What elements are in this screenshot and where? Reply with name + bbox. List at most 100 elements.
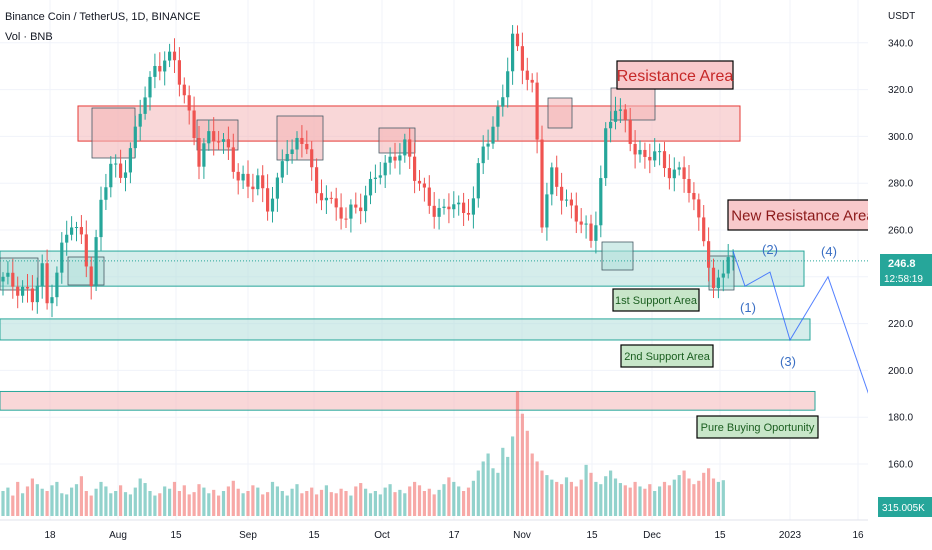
volume-bar [74,484,79,516]
candle-body [589,223,593,241]
volume-bar [545,475,549,516]
candle-body [280,161,284,178]
volume-bar [721,480,725,516]
volume-bar [16,481,20,516]
volume-bar [187,494,191,516]
candle-body [731,256,735,258]
pattern-box [610,87,656,121]
volume-bar [466,487,471,516]
candle-body [35,285,39,303]
candle-body [133,126,137,149]
time-tick: Oct [374,530,390,541]
candle-body [187,95,191,111]
volume-bar [496,472,500,516]
volume-bar [452,481,456,516]
candle-body [599,178,603,226]
price-tick: 220.0 [888,319,913,330]
volume-bar [109,493,113,516]
candle-body [21,286,25,296]
price-axis[interactable]: USDT340.0320.0300.0280.0260.0240.0220.02… [868,0,932,550]
volume-bar [530,453,534,516]
candle-body [79,227,83,235]
volume-bar [403,493,407,516]
volume-bar [471,480,475,516]
volume-bar [579,479,583,516]
volume-bar [564,477,569,516]
wave-label-4: (4) [821,244,837,259]
candle-body [329,197,333,199]
candle-body [40,263,44,286]
candle-body [545,194,549,228]
volume-bar [599,484,603,516]
volume-bar [35,484,39,516]
candle-body [30,288,34,303]
candle-body [466,212,471,215]
wave-label-2: (2) [762,242,778,257]
volume-bar [45,491,49,516]
volume-bar [623,485,627,516]
volume-value: 315.005K [882,503,925,514]
candle-body [172,51,177,61]
volume-bar [285,495,289,516]
volume-bar [569,481,573,516]
candle-body [555,167,559,187]
volume-bar [172,481,177,516]
candle-body [45,263,49,304]
volume-bar [633,481,637,516]
volume-bar [398,489,402,516]
volume-bar [672,479,676,516]
time-tick: 17 [448,530,460,541]
time-axis[interactable]: 18 Aug 15 Sep 15 Oct 17 Nov 15 Dec 15 2023 16 [0,519,868,550]
volume-bar [290,488,294,516]
candle-body [251,186,255,190]
price-tick: 180.0 [888,413,913,424]
wave-label-3: (3) [780,354,796,369]
candle-body [716,277,720,288]
candle-body [1,276,5,282]
volume-bar [550,479,554,516]
symbol-title[interactable]: Binance Coin / TetherUS, 1D, BINANCE [5,11,201,23]
candle-body [618,109,622,111]
pattern-box [601,241,634,271]
candle-body [613,110,618,122]
time-tick: Sep [239,530,257,541]
volume-bar [373,491,377,516]
volume-bar [256,487,260,516]
candle-body [344,218,348,220]
volume-bar [427,488,431,516]
candle-body [667,168,671,179]
candle-body [413,156,417,181]
resistance-label: Resistance Area [617,68,734,85]
candle-body [270,198,275,212]
candle-body [393,156,397,161]
candle-body [70,227,74,235]
candle-body [491,126,495,144]
volume-bar [133,487,137,516]
volume-bar [99,481,103,516]
candle-body [496,106,500,127]
candle-body [378,175,382,178]
volume-bar [246,491,250,516]
resistance-label-box [616,60,734,90]
volume-bar [501,447,505,516]
candle-body [25,286,30,289]
volume-bar [643,488,647,516]
volume-bar [315,494,319,516]
volume-indicator-label[interactable]: Vol · BNB [5,31,53,43]
candle-body [295,137,299,150]
candle-body [319,193,324,201]
volume-bar [462,491,466,516]
price-tick: 200.0 [888,366,913,377]
candle-body [697,199,701,218]
candle-body [11,272,15,287]
candle-body [315,167,319,194]
volume-bar [515,391,520,516]
volume-bar [437,489,441,516]
candle-body [339,207,343,219]
candle-body [462,202,466,213]
candle-body [236,171,240,181]
candle-body [305,143,309,150]
zone-support [0,250,805,287]
volume-bar [707,468,711,516]
